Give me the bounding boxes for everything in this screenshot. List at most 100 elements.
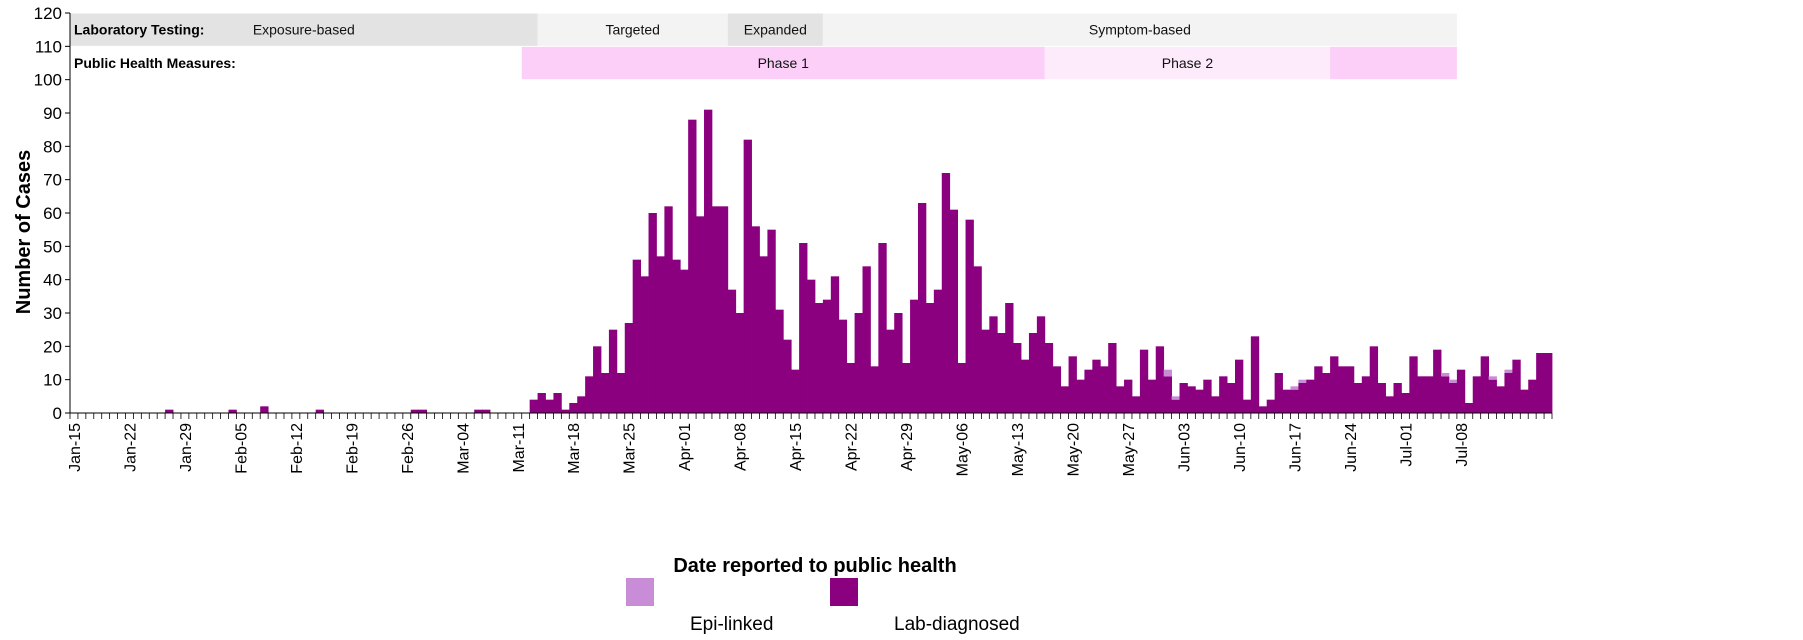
bar-lab-diagnosed — [1195, 389, 1204, 413]
y-tick-label: 120 — [34, 4, 62, 23]
bar-lab-diagnosed — [1353, 383, 1363, 413]
bar-epi-linked — [1171, 396, 1180, 400]
y-tick-label: 110 — [35, 37, 62, 56]
bar-lab-diagnosed — [1108, 343, 1117, 413]
bar-lab-diagnosed — [767, 229, 776, 413]
bar-lab-diagnosed — [1528, 379, 1537, 413]
bar-lab-diagnosed — [688, 119, 697, 414]
bar-lab-diagnosed — [664, 206, 673, 413]
bar-lab-diagnosed — [1242, 399, 1252, 413]
legend-swatch — [626, 578, 654, 606]
band-segment — [727, 13, 823, 46]
x-tick-label: Apr-22 — [844, 423, 861, 471]
band-segment — [521, 46, 1045, 80]
x-tick-label: May-27 — [1121, 423, 1138, 476]
bar-lab-diagnosed — [165, 409, 174, 413]
bar-lab-diagnosed — [1187, 386, 1196, 413]
bar-lab-diagnosed — [870, 366, 879, 413]
bar-lab-diagnosed — [997, 333, 1006, 413]
bar-lab-diagnosed — [537, 393, 546, 413]
y-tick-label: 70 — [43, 171, 62, 190]
bar-lab-diagnosed — [1409, 356, 1418, 413]
bar-lab-diagnosed — [1512, 359, 1521, 413]
band-title: Public Health Measures: — [74, 55, 236, 71]
bar-lab-diagnosed — [561, 409, 570, 413]
bar-lab-diagnosed — [1472, 376, 1482, 413]
bar-lab-diagnosed — [640, 276, 649, 413]
bar-lab-diagnosed — [735, 313, 745, 413]
bar-lab-diagnosed — [822, 299, 832, 413]
bar-lab-diagnosed — [1068, 356, 1077, 413]
bar-lab-diagnosed — [696, 216, 705, 413]
bar-lab-diagnosed — [1330, 356, 1339, 413]
bar-epi-linked — [1504, 369, 1513, 373]
bar-lab-diagnosed — [1401, 393, 1410, 413]
bar-lab-diagnosed — [1219, 376, 1228, 413]
x-tick-label: Jul-08 — [1454, 423, 1471, 467]
bar-lab-diagnosed — [1076, 379, 1085, 413]
x-tick-label: Feb-26 — [400, 423, 417, 474]
x-tick-label: Jun-17 — [1287, 423, 1304, 472]
bar-lab-diagnosed — [711, 206, 721, 413]
bar-lab-diagnosed — [1361, 376, 1371, 413]
bar-epi-linked — [1488, 376, 1497, 380]
bar-lab-diagnosed — [1052, 366, 1062, 413]
x-tick-label: Feb-12 — [289, 423, 306, 474]
bar-lab-diagnosed — [1504, 373, 1513, 413]
bar-lab-diagnosed — [1282, 389, 1291, 413]
band-segment-label: Expanded — [744, 22, 807, 38]
bar-epi-linked — [1163, 369, 1172, 377]
bar-lab-diagnosed — [965, 219, 974, 413]
bar-lab-diagnosed — [846, 363, 855, 413]
bar-lab-diagnosed — [886, 329, 895, 413]
legend-label: Lab-diagnosed — [894, 614, 1020, 635]
bar-lab-diagnosed — [1314, 366, 1323, 413]
bar-lab-diagnosed — [751, 226, 760, 413]
bar-epi-linked — [1298, 379, 1307, 383]
x-tick-label: Mar-18 — [566, 423, 583, 474]
bar-lab-diagnosed — [1131, 396, 1141, 413]
bar-lab-diagnosed — [799, 243, 808, 413]
bar-lab-diagnosed — [854, 313, 863, 413]
bar-lab-diagnosed — [1124, 379, 1133, 413]
bar-lab-diagnosed — [569, 403, 578, 413]
band-segment-label: Targeted — [605, 22, 659, 38]
y-tick-label: 10 — [43, 371, 62, 390]
bar-lab-diagnosed — [1013, 343, 1022, 413]
x-tick-label: Feb-19 — [344, 423, 361, 474]
bar-lab-diagnosed — [783, 339, 792, 413]
band-segment — [822, 13, 1457, 46]
x-tick-label: Jun-03 — [1176, 423, 1193, 472]
bar-lab-diagnosed — [1306, 379, 1315, 413]
bar-lab-diagnosed — [743, 139, 752, 413]
x-tick-label: Jan-22 — [122, 423, 139, 472]
x-axis-title: Date reported to public health — [673, 555, 956, 577]
band-title: Laboratory Testing: — [74, 22, 204, 38]
bar-lab-diagnosed — [1322, 373, 1331, 413]
x-tick-label: May-20 — [1066, 423, 1083, 476]
bar-lab-diagnosed — [1084, 369, 1093, 413]
bar-lab-diagnosed — [1456, 369, 1466, 413]
band-segment-label: Symptom-based — [1089, 22, 1191, 38]
bar-lab-diagnosed — [1266, 399, 1276, 413]
x-tick-label: Apr-29 — [899, 423, 916, 471]
bar-lab-diagnosed — [775, 309, 784, 413]
bar-lab-diagnosed — [1005, 303, 1014, 413]
bar-lab-diagnosed — [1203, 379, 1212, 413]
bars — [165, 109, 1553, 414]
bar-lab-diagnosed — [957, 363, 966, 413]
bar-lab-diagnosed — [1290, 389, 1299, 413]
bar-lab-diagnosed — [315, 409, 325, 413]
x-tick-label: Jan-15 — [67, 423, 84, 472]
bar-lab-diagnosed — [1028, 333, 1038, 413]
band-segment-label: Phase 2 — [1162, 55, 1214, 71]
bar-lab-diagnosed — [894, 313, 903, 413]
bar-lab-diagnosed — [680, 269, 689, 413]
bar-lab-diagnosed — [727, 289, 737, 413]
y-tick-label: 20 — [43, 337, 62, 356]
bar-lab-diagnosed — [585, 376, 594, 413]
bar-lab-diagnosed — [1496, 386, 1505, 413]
bar-lab-diagnosed — [1274, 373, 1283, 413]
bar-lab-diagnosed — [1179, 383, 1188, 413]
x-tick-label: May-06 — [955, 423, 972, 476]
